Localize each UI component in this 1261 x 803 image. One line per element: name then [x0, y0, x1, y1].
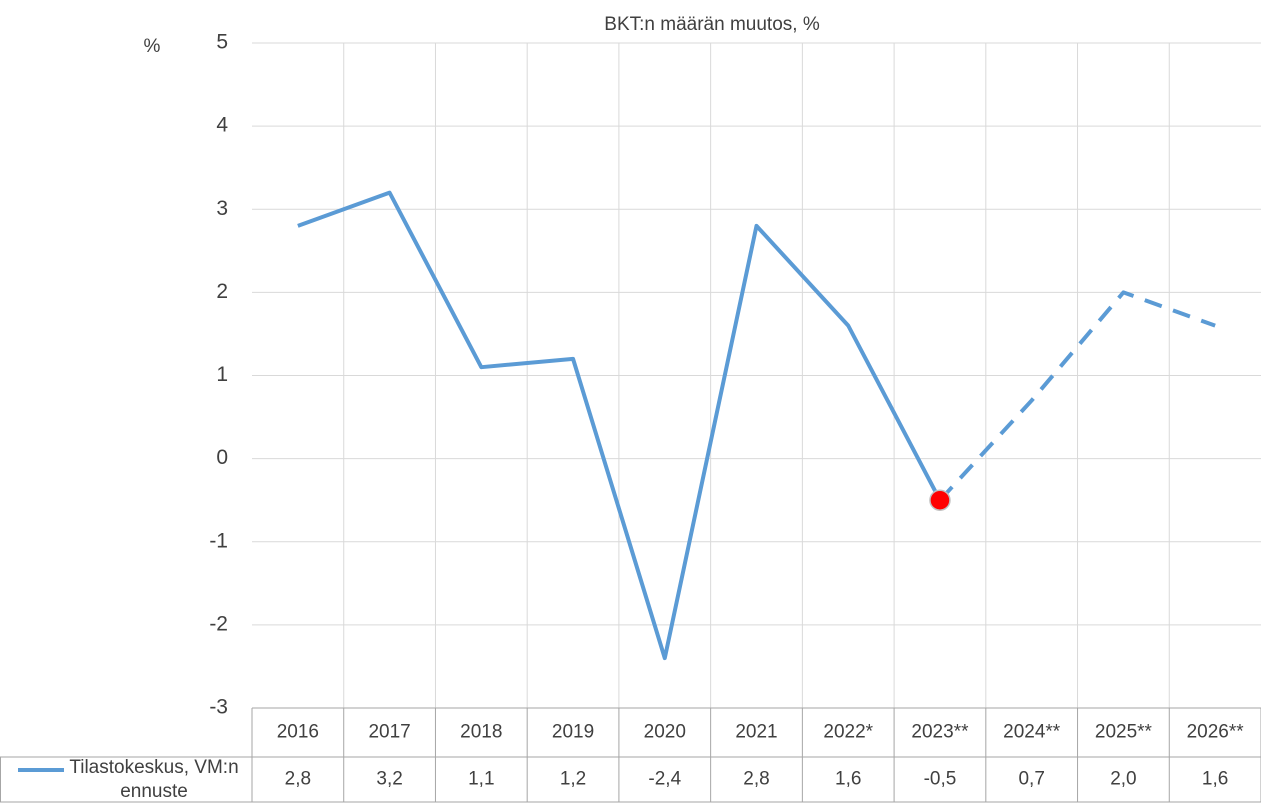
data-table-value: -0,5	[924, 769, 957, 790]
x-tick-label: 2023**	[911, 722, 969, 743]
y-tick-label: -1	[209, 529, 228, 552]
chart-title: BKT:n määrän muutos, %	[604, 14, 820, 35]
x-tick-label: 2020	[644, 722, 686, 743]
data-table-value: 1,6	[835, 769, 861, 790]
y-tick-label: 1	[216, 363, 228, 386]
data-table-value: 0,7	[1018, 769, 1044, 790]
data-table-value: 2,0	[1110, 769, 1136, 790]
y-tick-label: 5	[216, 31, 228, 54]
x-tick-label: 2024**	[1003, 722, 1061, 743]
y-tick-label: 2	[216, 280, 228, 303]
y-tick-label: 0	[216, 446, 228, 469]
x-tick-label: 2017	[368, 722, 410, 743]
x-tick-label: 2026**	[1187, 722, 1245, 743]
data-table-value: -2,4	[648, 769, 681, 790]
highlight-point	[929, 489, 951, 511]
x-tick-label: 2025**	[1095, 722, 1153, 743]
x-tick-label: 2021	[735, 722, 777, 743]
data-table-value: 3,2	[376, 769, 402, 790]
forecast-line	[938, 290, 1216, 502]
x-tick-label: 2022*	[823, 722, 873, 743]
y-tick-label: -3	[209, 696, 228, 719]
legend-label: Tilastokeskus, VM:n ennuste	[69, 757, 239, 802]
y-tick-label: -2	[209, 612, 228, 635]
legend-label-box: Tilastokeskus, VM:n ennuste	[69, 757, 239, 802]
data-table-value: 1,1	[468, 769, 494, 790]
data-table-value: 1,6	[1202, 769, 1228, 790]
data-table-value: 1,2	[560, 769, 586, 790]
y-tick-label: 3	[216, 197, 228, 220]
data-table-value: 2,8	[743, 769, 769, 790]
y-tick-label: 4	[216, 114, 228, 137]
y-axis-label: %	[144, 36, 161, 57]
x-tick-label: 2016	[277, 722, 319, 743]
data-table-value: 2,8	[285, 769, 311, 790]
x-tick-label: 2019	[552, 722, 594, 743]
data-line	[297, 190, 942, 661]
x-tick-label: 2018	[460, 722, 502, 743]
